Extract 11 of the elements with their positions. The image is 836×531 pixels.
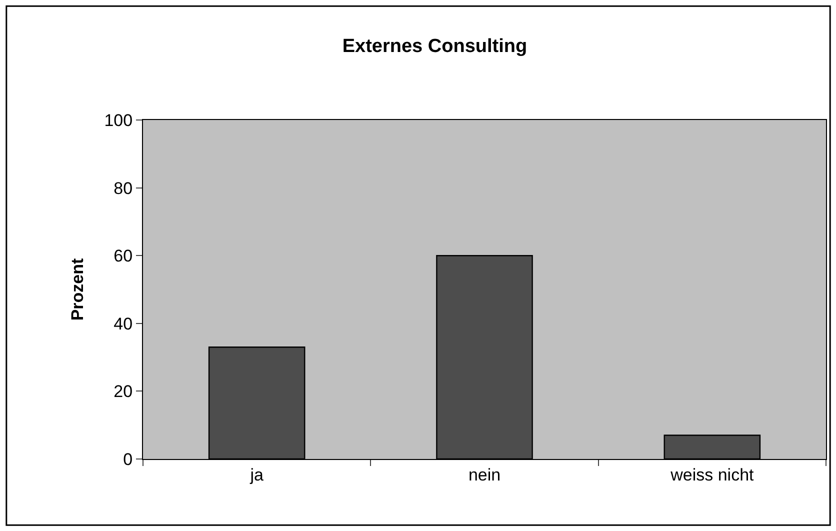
y-tick-label: 40 [114, 314, 133, 334]
y-axis-title: Prozent [68, 258, 87, 321]
y-tick-label: 20 [114, 382, 133, 402]
chart-title: Externes Consulting [342, 36, 528, 57]
x-tick-label: nein [468, 465, 501, 484]
y-tick-label: 100 [104, 110, 133, 130]
y-tick-label: 80 [114, 178, 133, 198]
x-tick-label: weiss nicht [670, 465, 754, 484]
y-tick-label: 60 [114, 246, 133, 266]
x-tick-label: ja [249, 465, 264, 484]
y-tick-label: 0 [123, 450, 133, 469]
